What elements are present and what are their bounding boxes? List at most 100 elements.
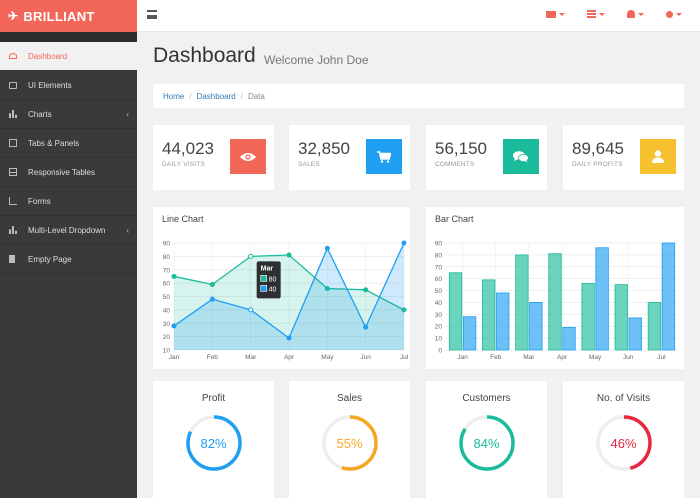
sidebar-item-dashboard[interactable]: Dashboard	[0, 42, 137, 71]
bar-chart-title: Bar Chart	[435, 214, 474, 224]
x-tick-label: Mar	[523, 354, 535, 361]
caret-down-icon	[638, 12, 644, 16]
chevron-left-icon: ‹	[126, 109, 129, 119]
sitemap-icon	[9, 226, 17, 234]
area-fill-1	[174, 255, 404, 350]
x-tick-label: Jul	[400, 354, 409, 361]
visits-progress-ring	[596, 415, 652, 471]
breadcrumb-home[interactable]: Home	[163, 91, 185, 101]
y-tick-label: 90	[435, 241, 443, 248]
y-tick-label: 70	[435, 264, 443, 271]
y-tick-label: 50	[435, 288, 443, 295]
sidebar-item-responsive-tables[interactable]: Responsive Tables	[0, 158, 137, 187]
line-chart-panel: Line Chart 10 20 30 40 50 60 70 80 90 Jan Feb Mar Ap…	[153, 207, 410, 369]
sidebar-item-multi-level-dropdown[interactable]: Multi-Level Dropdown ‹	[0, 216, 137, 245]
x-tick-label: May	[321, 354, 334, 361]
kpi-card-sales: Sales 55%	[289, 381, 410, 498]
stat-value: 32,850	[298, 139, 350, 158]
stat-label: COMMENTS	[435, 161, 475, 168]
x-tick-label: Jan	[457, 354, 468, 361]
y-tick-label: 30	[435, 312, 443, 319]
bar	[548, 253, 562, 351]
alerts-dropdown[interactable]	[627, 10, 644, 18]
stat-card-sales: 32,850 SALES	[289, 125, 410, 190]
x-tick-label: Feb	[207, 354, 219, 361]
sidebar-item-label: UI Elements	[28, 80, 72, 90]
sidebar-item-label: Responsive Tables	[28, 167, 96, 177]
bar	[515, 254, 529, 351]
user-icon	[640, 139, 676, 174]
breadcrumb-separator: /	[240, 91, 243, 101]
sidebar-item-label: Dashboard	[28, 51, 68, 61]
stat-card-daily-visits: 44,023 DAILY VISITS	[153, 125, 274, 190]
bar-chart-panel: Bar Chart 0 10 20 30 40 50 60 70 80 90 Jan Feb Mar Ap…	[426, 207, 684, 369]
bar	[661, 242, 676, 351]
sidebar-item-empty-page[interactable]: Empty Page	[0, 245, 137, 274]
sidebar: Dashboard UI Elements Charts ‹ Tabs & Pa…	[0, 32, 137, 498]
tooltip-value: 80	[269, 276, 277, 283]
data-point	[401, 307, 407, 313]
tooltip-swatch	[260, 285, 267, 292]
messages-dropdown[interactable]	[546, 10, 565, 18]
y-tick-label: 40	[435, 300, 443, 307]
kpi-value: 84%	[473, 436, 500, 451]
area-fill-2	[174, 243, 404, 350]
stat-value: 56,150	[435, 139, 487, 158]
bar	[595, 247, 609, 351]
sidebar-item-forms[interactable]: Forms	[0, 187, 137, 216]
plane-icon: ✈	[8, 9, 19, 23]
kpi-value: 46%	[610, 436, 637, 451]
data-point	[171, 323, 177, 329]
y-tick-label: 20	[435, 324, 443, 331]
data-point	[401, 240, 407, 246]
user-icon	[666, 10, 673, 18]
sidebar-item-label: Empty Page	[28, 254, 72, 264]
kpi-value: 82%	[200, 436, 227, 451]
x-tick-label: Jun	[623, 354, 634, 361]
y-tick-label: 70	[163, 267, 171, 274]
sidebar-item-ui-elements[interactable]: UI Elements	[0, 71, 137, 100]
y-tick-label: 80	[435, 252, 443, 259]
bar-chart: 0 10 20 30 40 50 60 70 80 90 Jan Feb Mar Apr May Jun Jul	[435, 241, 678, 361]
bar	[647, 302, 662, 351]
envelope-icon	[546, 10, 556, 18]
stat-label: SALES	[298, 161, 320, 168]
data-point	[363, 324, 369, 330]
data-point	[171, 273, 177, 279]
caret-down-icon	[599, 12, 605, 16]
kpi-card-profit: Profit 82%	[153, 381, 274, 498]
user-dropdown[interactable]	[666, 10, 682, 18]
x-tick-label: May	[589, 354, 602, 361]
kpi-value: 55%	[336, 436, 363, 451]
eye-icon	[230, 139, 266, 174]
bar	[529, 302, 543, 351]
stat-label: DAILY PROFITS	[572, 161, 623, 168]
data-point	[324, 285, 330, 291]
data-point	[363, 287, 369, 293]
y-tick-label: 10	[435, 336, 443, 343]
y-tick-label: 20	[163, 334, 171, 341]
breadcrumb-separator: /	[189, 91, 192, 101]
y-tick-label: 50	[163, 294, 171, 301]
sidebar-item-charts[interactable]: Charts ‹	[0, 100, 137, 129]
table-icon	[9, 168, 17, 176]
bar	[482, 279, 496, 351]
brand-logo[interactable]: ✈ BRILLIANT	[0, 0, 137, 32]
tasks-dropdown[interactable]	[587, 10, 605, 18]
x-tick-label: Mar	[245, 354, 257, 361]
customers-progress-ring	[459, 415, 515, 471]
x-tick-label: Apr	[284, 354, 295, 361]
bar	[628, 317, 642, 351]
progress-arc	[459, 415, 515, 471]
kpi-card-customers: Customers 84%	[426, 381, 547, 498]
x-tick-label: Feb	[490, 354, 502, 361]
bell-icon	[627, 10, 635, 18]
sidebar-item-tabs-panels[interactable]: Tabs & Panels	[0, 129, 137, 158]
menu-toggle-icon[interactable]	[147, 10, 157, 19]
bar	[448, 272, 463, 351]
x-tick-label: Jun	[360, 354, 371, 361]
y-tick-label: 40	[163, 307, 171, 314]
breadcrumb-dashboard[interactable]: Dashboard	[196, 91, 236, 101]
progress-arc	[596, 415, 652, 471]
data-point	[209, 281, 215, 287]
